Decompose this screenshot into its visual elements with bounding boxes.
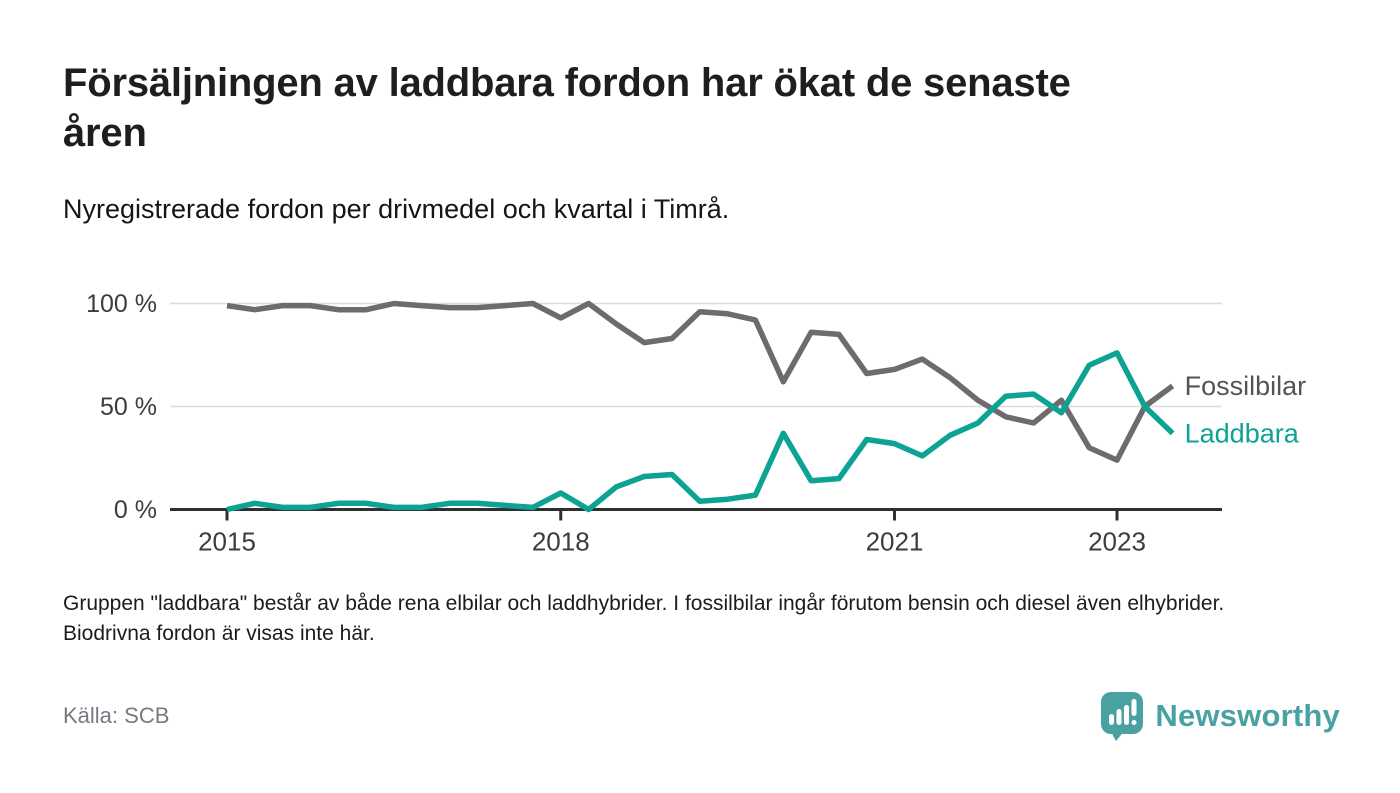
newsworthy-logo: Newsworthy <box>1099 690 1340 742</box>
chart-subtitle: Nyregistrerade fordon per drivmedel och … <box>63 194 730 224</box>
footnote: Gruppen "laddbara" består av både rena e… <box>63 592 1225 646</box>
line-chart: 0 % 50 % 100 % 2015 2018 2021 2023 Fossilbilar L… <box>0 270 1400 585</box>
chart-title: Försäljningen av laddbara fordon har öka… <box>63 61 1071 156</box>
series-line-laddbara <box>226 350 1175 513</box>
series-line-fossilbilar <box>226 300 1175 463</box>
series-label-laddbara: Laddbara <box>1185 418 1300 448</box>
y-tick-label-0: 0 % <box>114 496 157 524</box>
x-tick-label-2015: 2015 <box>198 527 256 557</box>
x-tick-label-2021: 2021 <box>866 527 924 557</box>
newsworthy-icon <box>1101 692 1144 741</box>
x-tick-label-2023: 2023 <box>1088 527 1146 557</box>
x-tick-label-2018: 2018 <box>532 527 590 557</box>
source-label: Källa: SCB <box>63 703 170 728</box>
series-label-fossilbilar: Fossilbilar <box>1185 371 1307 401</box>
chart-svg: 0 % 50 % 100 % 2015 2018 2021 2023 Fossilbilar L… <box>86 290 1307 557</box>
y-tick-label-100: 100 % <box>86 290 157 318</box>
y-tick-label-50: 50 % <box>100 393 157 421</box>
newsworthy-wordmark: Newsworthy <box>1155 698 1340 733</box>
